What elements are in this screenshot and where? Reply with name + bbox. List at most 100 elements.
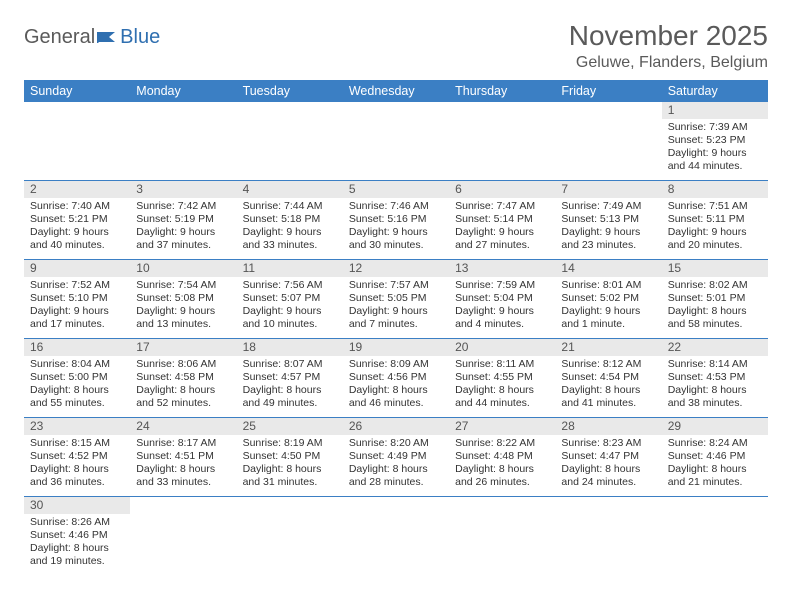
day-number: 23 — [24, 418, 130, 435]
day-body: Sunrise: 8:06 AMSunset: 4:58 PMDaylight:… — [130, 356, 236, 413]
day-number: 12 — [343, 260, 449, 277]
sunrise-line: Sunrise: 8:04 AM — [30, 358, 124, 371]
sunset-line: Sunset: 5:18 PM — [243, 213, 337, 226]
daylight-line: Daylight: 9 hours and 10 minutes. — [243, 305, 337, 331]
day-cell: 25Sunrise: 8:19 AMSunset: 4:50 PMDayligh… — [237, 418, 343, 497]
empty-cell — [343, 102, 449, 181]
header: GeneralBlue November 2025 Geluwe, Flande… — [24, 20, 768, 72]
day-cell: 9Sunrise: 7:52 AMSunset: 5:10 PMDaylight… — [24, 260, 130, 339]
day-number: 27 — [449, 418, 555, 435]
daylight-line: Daylight: 9 hours and 7 minutes. — [349, 305, 443, 331]
weekday-header: Saturday — [662, 80, 768, 102]
daylight-line: Daylight: 8 hours and 26 minutes. — [455, 463, 549, 489]
day-number: 25 — [237, 418, 343, 435]
daylight-line: Daylight: 9 hours and 37 minutes. — [136, 226, 230, 252]
daylight-line: Daylight: 8 hours and 49 minutes. — [243, 384, 337, 410]
sunrise-line: Sunrise: 8:24 AM — [668, 437, 762, 450]
daylight-line: Daylight: 9 hours and 27 minutes. — [455, 226, 549, 252]
day-body: Sunrise: 7:42 AMSunset: 5:19 PMDaylight:… — [130, 198, 236, 255]
day-body: Sunrise: 8:12 AMSunset: 4:54 PMDaylight:… — [555, 356, 661, 413]
calendar-table: SundayMondayTuesdayWednesdayThursdayFrid… — [24, 80, 768, 575]
sunrise-line: Sunrise: 8:19 AM — [243, 437, 337, 450]
weekday-header: Friday — [555, 80, 661, 102]
sunrise-line: Sunrise: 8:06 AM — [136, 358, 230, 371]
sunset-line: Sunset: 4:51 PM — [136, 450, 230, 463]
empty-cell — [449, 102, 555, 181]
day-body: Sunrise: 8:07 AMSunset: 4:57 PMDaylight:… — [237, 356, 343, 413]
day-body: Sunrise: 7:40 AMSunset: 5:21 PMDaylight:… — [24, 198, 130, 255]
sunrise-line: Sunrise: 7:46 AM — [349, 200, 443, 213]
day-number: 21 — [555, 339, 661, 356]
weekday-header: Wednesday — [343, 80, 449, 102]
sunset-line: Sunset: 4:57 PM — [243, 371, 337, 384]
day-number: 11 — [237, 260, 343, 277]
week-row: 2Sunrise: 7:40 AMSunset: 5:21 PMDaylight… — [24, 181, 768, 260]
sunset-line: Sunset: 5:19 PM — [136, 213, 230, 226]
day-number: 4 — [237, 181, 343, 198]
sunrise-line: Sunrise: 8:17 AM — [136, 437, 230, 450]
day-number: 8 — [662, 181, 768, 198]
daylight-line: Daylight: 9 hours and 20 minutes. — [668, 226, 762, 252]
day-body: Sunrise: 7:57 AMSunset: 5:05 PMDaylight:… — [343, 277, 449, 334]
sunset-line: Sunset: 4:50 PM — [243, 450, 337, 463]
daylight-line: Daylight: 9 hours and 30 minutes. — [349, 226, 443, 252]
day-number: 9 — [24, 260, 130, 277]
day-body: Sunrise: 8:20 AMSunset: 4:49 PMDaylight:… — [343, 435, 449, 492]
day-cell: 22Sunrise: 8:14 AMSunset: 4:53 PMDayligh… — [662, 339, 768, 418]
logo-flag-icon — [97, 26, 119, 49]
day-cell: 19Sunrise: 8:09 AMSunset: 4:56 PMDayligh… — [343, 339, 449, 418]
day-cell: 1Sunrise: 7:39 AMSunset: 5:23 PMDaylight… — [662, 102, 768, 181]
day-body: Sunrise: 7:52 AMSunset: 5:10 PMDaylight:… — [24, 277, 130, 334]
day-number: 29 — [662, 418, 768, 435]
week-row: 23Sunrise: 8:15 AMSunset: 4:52 PMDayligh… — [24, 418, 768, 497]
day-number: 16 — [24, 339, 130, 356]
day-body: Sunrise: 8:23 AMSunset: 4:47 PMDaylight:… — [555, 435, 661, 492]
daylight-line: Daylight: 9 hours and 1 minute. — [561, 305, 655, 331]
day-body: Sunrise: 7:51 AMSunset: 5:11 PMDaylight:… — [662, 198, 768, 255]
day-number: 22 — [662, 339, 768, 356]
day-cell: 5Sunrise: 7:46 AMSunset: 5:16 PMDaylight… — [343, 181, 449, 260]
sunrise-line: Sunrise: 7:40 AM — [30, 200, 124, 213]
sunset-line: Sunset: 4:56 PM — [349, 371, 443, 384]
sunrise-line: Sunrise: 8:14 AM — [668, 358, 762, 371]
day-cell: 20Sunrise: 8:11 AMSunset: 4:55 PMDayligh… — [449, 339, 555, 418]
day-body: Sunrise: 8:01 AMSunset: 5:02 PMDaylight:… — [555, 277, 661, 334]
empty-cell — [130, 102, 236, 181]
daylight-line: Daylight: 9 hours and 4 minutes. — [455, 305, 549, 331]
sunset-line: Sunset: 4:55 PM — [455, 371, 549, 384]
weekday-header-row: SundayMondayTuesdayWednesdayThursdayFrid… — [24, 80, 768, 102]
sunset-line: Sunset: 5:05 PM — [349, 292, 443, 305]
sunset-line: Sunset: 5:08 PM — [136, 292, 230, 305]
week-row: 1Sunrise: 7:39 AMSunset: 5:23 PMDaylight… — [24, 102, 768, 181]
day-cell: 29Sunrise: 8:24 AMSunset: 4:46 PMDayligh… — [662, 418, 768, 497]
logo-text-blue: Blue — [120, 26, 160, 49]
day-cell: 11Sunrise: 7:56 AMSunset: 5:07 PMDayligh… — [237, 260, 343, 339]
daylight-line: Daylight: 8 hours and 36 minutes. — [30, 463, 124, 489]
day-cell: 4Sunrise: 7:44 AMSunset: 5:18 PMDaylight… — [237, 181, 343, 260]
sunset-line: Sunset: 5:13 PM — [561, 213, 655, 226]
sunset-line: Sunset: 4:52 PM — [30, 450, 124, 463]
week-row: 9Sunrise: 7:52 AMSunset: 5:10 PMDaylight… — [24, 260, 768, 339]
day-body: Sunrise: 8:26 AMSunset: 4:46 PMDaylight:… — [24, 514, 130, 571]
daylight-line: Daylight: 8 hours and 28 minutes. — [349, 463, 443, 489]
day-cell: 10Sunrise: 7:54 AMSunset: 5:08 PMDayligh… — [130, 260, 236, 339]
daylight-line: Daylight: 8 hours and 24 minutes. — [561, 463, 655, 489]
day-cell: 6Sunrise: 7:47 AMSunset: 5:14 PMDaylight… — [449, 181, 555, 260]
empty-cell — [343, 497, 449, 576]
day-number: 10 — [130, 260, 236, 277]
day-cell: 21Sunrise: 8:12 AMSunset: 4:54 PMDayligh… — [555, 339, 661, 418]
daylight-line: Daylight: 9 hours and 17 minutes. — [30, 305, 124, 331]
day-body: Sunrise: 8:09 AMSunset: 4:56 PMDaylight:… — [343, 356, 449, 413]
day-body: Sunrise: 8:17 AMSunset: 4:51 PMDaylight:… — [130, 435, 236, 492]
day-number: 28 — [555, 418, 661, 435]
location: Geluwe, Flanders, Belgium — [569, 54, 768, 72]
empty-cell — [449, 497, 555, 576]
week-row: 30Sunrise: 8:26 AMSunset: 4:46 PMDayligh… — [24, 497, 768, 576]
day-number: 30 — [24, 497, 130, 514]
month-title: November 2025 — [569, 20, 768, 52]
day-number: 1 — [662, 102, 768, 119]
sunset-line: Sunset: 4:54 PM — [561, 371, 655, 384]
sunrise-line: Sunrise: 7:49 AM — [561, 200, 655, 213]
sunset-line: Sunset: 4:49 PM — [349, 450, 443, 463]
sunrise-line: Sunrise: 7:47 AM — [455, 200, 549, 213]
